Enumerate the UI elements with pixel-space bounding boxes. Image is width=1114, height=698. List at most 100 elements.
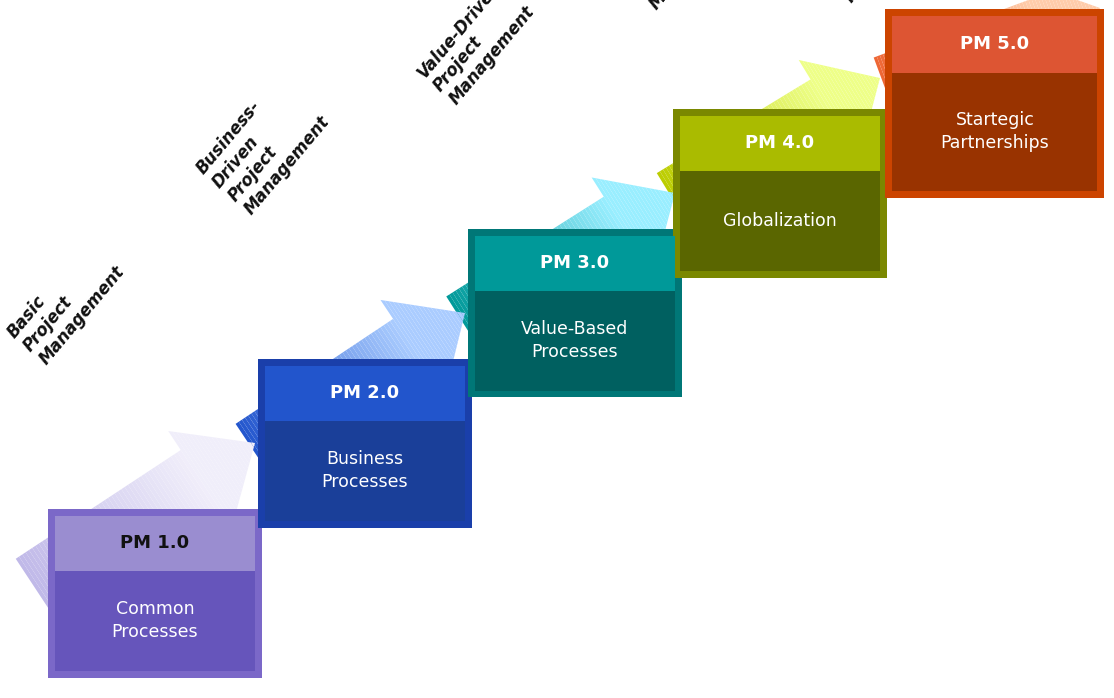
Text: PM 3.0: PM 3.0 [540, 254, 609, 272]
Polygon shape [59, 528, 100, 589]
Polygon shape [637, 186, 666, 230]
Polygon shape [734, 124, 773, 186]
Polygon shape [487, 269, 528, 329]
Polygon shape [16, 556, 58, 617]
Polygon shape [856, 73, 874, 102]
Polygon shape [780, 96, 819, 158]
Polygon shape [675, 160, 715, 222]
Polygon shape [836, 68, 869, 122]
Polygon shape [979, 17, 1005, 80]
Polygon shape [860, 73, 876, 98]
Polygon shape [402, 303, 451, 376]
Polygon shape [516, 251, 556, 312]
Polygon shape [807, 61, 862, 151]
Polygon shape [186, 433, 237, 510]
Polygon shape [761, 107, 801, 169]
Polygon shape [948, 29, 974, 91]
Polygon shape [559, 223, 600, 284]
Polygon shape [927, 37, 952, 99]
Polygon shape [440, 309, 460, 338]
Polygon shape [497, 262, 537, 324]
Polygon shape [452, 311, 463, 325]
Polygon shape [198, 436, 241, 498]
Polygon shape [941, 31, 968, 93]
Polygon shape [597, 199, 638, 260]
FancyBboxPatch shape [258, 359, 472, 528]
FancyBboxPatch shape [55, 571, 255, 671]
Polygon shape [658, 190, 672, 209]
Polygon shape [457, 312, 463, 321]
Polygon shape [703, 143, 742, 205]
Polygon shape [1033, 0, 1067, 70]
Polygon shape [26, 550, 68, 611]
Polygon shape [490, 267, 531, 327]
Polygon shape [292, 384, 334, 445]
Polygon shape [1016, 3, 1042, 66]
Polygon shape [242, 417, 284, 478]
Polygon shape [148, 470, 189, 530]
Polygon shape [390, 319, 432, 379]
FancyBboxPatch shape [475, 291, 675, 390]
Polygon shape [314, 369, 356, 430]
Polygon shape [743, 119, 782, 180]
FancyBboxPatch shape [886, 8, 1104, 198]
Polygon shape [443, 310, 461, 334]
Polygon shape [803, 61, 861, 154]
Polygon shape [945, 30, 970, 92]
Polygon shape [229, 440, 250, 468]
Polygon shape [960, 24, 986, 87]
FancyBboxPatch shape [55, 516, 255, 571]
Polygon shape [724, 130, 764, 192]
Polygon shape [216, 438, 246, 481]
Polygon shape [246, 442, 254, 452]
Polygon shape [299, 380, 341, 440]
Polygon shape [1081, 1, 1092, 26]
FancyBboxPatch shape [265, 422, 465, 521]
Polygon shape [237, 440, 252, 460]
Polygon shape [141, 474, 183, 535]
Text: PM 5.0: PM 5.0 [960, 36, 1029, 53]
Polygon shape [410, 304, 452, 367]
Polygon shape [666, 191, 674, 201]
Polygon shape [811, 63, 863, 147]
Polygon shape [901, 46, 927, 108]
Polygon shape [872, 76, 879, 86]
Polygon shape [118, 489, 160, 550]
Polygon shape [19, 554, 61, 615]
Polygon shape [233, 440, 251, 464]
Polygon shape [1025, 0, 1063, 77]
Polygon shape [554, 227, 594, 288]
Polygon shape [88, 509, 130, 570]
Polygon shape [481, 272, 521, 334]
Polygon shape [461, 312, 465, 317]
Polygon shape [286, 388, 328, 449]
Polygon shape [252, 411, 293, 472]
Polygon shape [967, 22, 993, 84]
Polygon shape [384, 301, 447, 392]
Polygon shape [746, 117, 785, 179]
Polygon shape [167, 456, 209, 517]
Text: PM 1.0: PM 1.0 [120, 535, 189, 552]
Polygon shape [504, 258, 544, 320]
Polygon shape [69, 522, 110, 582]
Polygon shape [666, 165, 705, 228]
Polygon shape [238, 419, 281, 480]
Polygon shape [101, 500, 144, 560]
Polygon shape [740, 121, 780, 182]
Polygon shape [177, 432, 235, 519]
Polygon shape [789, 91, 829, 152]
FancyBboxPatch shape [265, 366, 465, 422]
Polygon shape [381, 325, 422, 385]
Polygon shape [625, 184, 663, 242]
Text: Common
Processes: Common Processes [111, 600, 198, 641]
Polygon shape [108, 496, 150, 556]
Polygon shape [362, 338, 403, 398]
Polygon shape [691, 151, 730, 212]
Polygon shape [1022, 0, 1061, 81]
Polygon shape [892, 50, 918, 112]
Polygon shape [155, 466, 196, 526]
Polygon shape [111, 493, 154, 554]
Polygon shape [913, 41, 940, 103]
Polygon shape [694, 149, 733, 210]
Polygon shape [71, 519, 114, 580]
